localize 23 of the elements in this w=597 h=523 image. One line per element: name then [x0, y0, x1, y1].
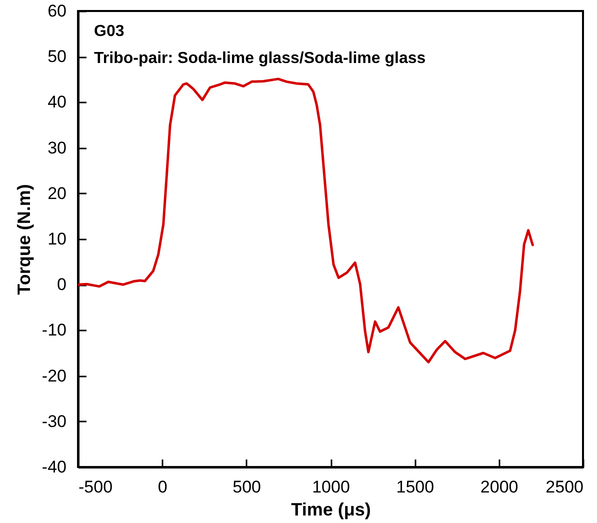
- x-tick-label: 1000: [312, 478, 350, 496]
- text: Tribo-pair: Soda-lime glass/Soda-lime glass: [94, 50, 426, 67]
- x-tick-label: -500: [78, 478, 113, 496]
- y-tick-label: -40: [42, 458, 66, 476]
- y-tick-label: -10: [42, 320, 66, 340]
- x-axis-title: Time (μs): [291, 500, 371, 520]
- x-tick-label: 1500: [396, 478, 434, 496]
- y-tick-label: 50: [48, 47, 66, 66]
- y-tick-label: -20: [42, 366, 66, 386]
- x-tick-label: 500: [232, 478, 262, 496]
- x-tick-label: 2000: [480, 478, 518, 496]
- y-tick-label: 40: [48, 92, 66, 112]
- y-axis-title: Torque (N.m): [14, 184, 34, 295]
- y-tick-label: 60: [48, 2, 66, 20]
- y-tick-label: 20: [48, 184, 66, 203]
- y-tick-label: 30: [48, 138, 66, 158]
- y-tick-label: 10: [48, 230, 66, 248]
- line-series: [78, 78, 534, 364]
- y-tick-label: -30: [42, 412, 66, 431]
- text: G03: [94, 23, 124, 40]
- x-tick-label: 0: [158, 478, 168, 496]
- x-tick-label: 2500: [546, 478, 584, 496]
- y-tick-label: 0: [57, 275, 66, 294]
